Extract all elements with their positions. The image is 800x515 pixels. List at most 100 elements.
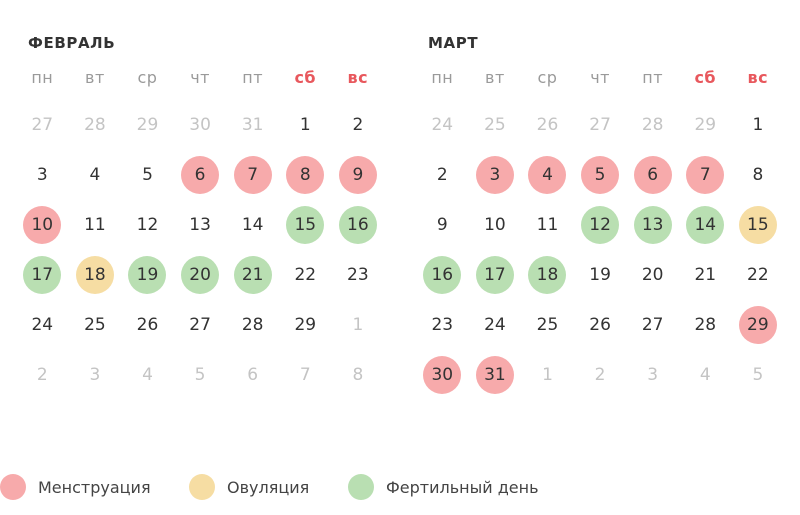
day-cell-adjacent-month: 26 [521, 100, 574, 150]
weekday-label: пт [242, 67, 264, 87]
day-number: 21 [694, 265, 717, 285]
day-cell[interactable]: 1 [279, 100, 332, 150]
day-number: 14 [241, 215, 264, 235]
day-cell-adjacent-month: 28 [626, 100, 679, 150]
day-cell[interactable]: 11 [521, 200, 574, 250]
day-cell[interactable]: 20 [626, 250, 679, 300]
day-number: 6 [181, 156, 220, 194]
day-cell[interactable]: 27 [626, 300, 679, 350]
day-cell[interactable]: 5 [574, 150, 627, 200]
day-cell[interactable]: 28 [226, 300, 279, 350]
fertile-dot-icon [348, 474, 374, 500]
day-cell[interactable]: 28 [679, 300, 732, 350]
day-number: 16 [338, 206, 377, 244]
day-cell[interactable]: 7 [679, 150, 732, 200]
day-grid: 27 28 29 30 31 1 2 3 4 5 6 7 8 9 10 11 12 13 14 15 16 17 18 19 2… [16, 100, 384, 400]
day-cell[interactable]: 18 [69, 250, 122, 300]
day-cell[interactable]: 5 [121, 150, 174, 200]
day-cell-adjacent-month: 4 [121, 350, 174, 400]
day-cell[interactable]: 1 [732, 100, 785, 150]
day-cell-adjacent-month: 3 [69, 350, 122, 400]
day-cell[interactable]: 2 [332, 100, 385, 150]
day-number: 4 [142, 365, 153, 385]
day-cell[interactable]: 16 [416, 250, 469, 300]
day-cell[interactable]: 26 [574, 300, 627, 350]
legend-label: Менструация [38, 477, 151, 497]
day-cell[interactable]: 13 [174, 200, 227, 250]
day-cell[interactable]: 6 [626, 150, 679, 200]
day-cell[interactable]: 31 [469, 350, 522, 400]
day-cell[interactable]: 6 [174, 150, 227, 200]
day-cell[interactable]: 8 [732, 150, 785, 200]
day-cell[interactable]: 25 [521, 300, 574, 350]
day-cell[interactable]: 15 [279, 200, 332, 250]
day-number: 25 [484, 115, 506, 135]
day-number: 5 [142, 165, 153, 185]
day-cell[interactable]: 21 [679, 250, 732, 300]
day-cell[interactable]: 23 [416, 300, 469, 350]
day-number: 24 [31, 315, 54, 335]
day-cell[interactable]: 24 [469, 300, 522, 350]
day-number: 30 [189, 115, 211, 135]
day-cell[interactable]: 10 [16, 200, 69, 250]
day-cell-adjacent-month: 6 [226, 350, 279, 400]
day-number: 12 [581, 206, 620, 244]
day-cell[interactable]: 25 [69, 300, 122, 350]
day-cell[interactable]: 4 [69, 150, 122, 200]
day-number: 4 [699, 365, 711, 385]
day-cell[interactable]: 24 [16, 300, 69, 350]
day-cell[interactable]: 12 [121, 200, 174, 250]
day-number: 18 [528, 256, 567, 294]
day-cell[interactable]: 27 [174, 300, 227, 350]
day-cell[interactable]: 8 [279, 150, 332, 200]
day-cell[interactable]: 19 [574, 250, 627, 300]
day-cell[interactable]: 19 [121, 250, 174, 300]
day-cell-adjacent-month: 2 [574, 350, 627, 400]
day-number: 28 [84, 115, 106, 135]
day-cell[interactable]: 3 [469, 150, 522, 200]
day-cell[interactable]: 30 [416, 350, 469, 400]
day-cell-adjacent-month: 29 [121, 100, 174, 150]
day-cell[interactable]: 17 [16, 250, 69, 300]
day-cell[interactable]: 22 [279, 250, 332, 300]
day-cell-adjacent-month: 28 [69, 100, 122, 150]
day-cell[interactable]: 14 [226, 200, 279, 250]
day-cell[interactable]: 11 [69, 200, 122, 250]
day-number: 29 [294, 315, 317, 335]
day-cell[interactable]: 29 [732, 300, 785, 350]
day-number: 8 [286, 156, 325, 194]
day-cell-adjacent-month: 31 [226, 100, 279, 150]
day-cell-adjacent-month: 5 [732, 350, 785, 400]
day-cell[interactable]: 3 [16, 150, 69, 200]
day-number: 26 [536, 115, 559, 135]
day-cell[interactable]: 17 [469, 250, 522, 300]
day-number: 8 [752, 165, 764, 185]
day-cell[interactable]: 13 [626, 200, 679, 250]
day-cell[interactable]: 29 [279, 300, 332, 350]
day-cell[interactable]: 21 [226, 250, 279, 300]
day-cell[interactable]: 9 [416, 200, 469, 250]
day-cell[interactable]: 14 [679, 200, 732, 250]
weekday-label: пт [642, 67, 664, 87]
day-cell[interactable]: 16 [332, 200, 385, 250]
day-cell[interactable]: 2 [416, 150, 469, 200]
day-cell[interactable]: 20 [174, 250, 227, 300]
day-cell[interactable]: 12 [574, 200, 627, 250]
day-number: 6 [633, 156, 672, 194]
day-cell[interactable]: 18 [521, 250, 574, 300]
day-cell[interactable]: 7 [226, 150, 279, 200]
day-cell[interactable]: 10 [469, 200, 522, 250]
day-number: 15 [286, 206, 325, 244]
day-cell[interactable]: 23 [332, 250, 385, 300]
weekday-label: ср [137, 67, 158, 87]
day-cell[interactable]: 4 [521, 150, 574, 200]
day-number: 2 [36, 365, 48, 385]
day-cell[interactable]: 26 [121, 300, 174, 350]
day-cell[interactable]: 15 [732, 200, 785, 250]
day-cell-adjacent-month: 5 [174, 350, 227, 400]
day-number: 28 [241, 315, 264, 335]
day-number: 20 [641, 265, 664, 285]
day-number: 19 [589, 265, 611, 285]
day-cell[interactable]: 9 [332, 150, 385, 200]
day-cell[interactable]: 22 [732, 250, 785, 300]
